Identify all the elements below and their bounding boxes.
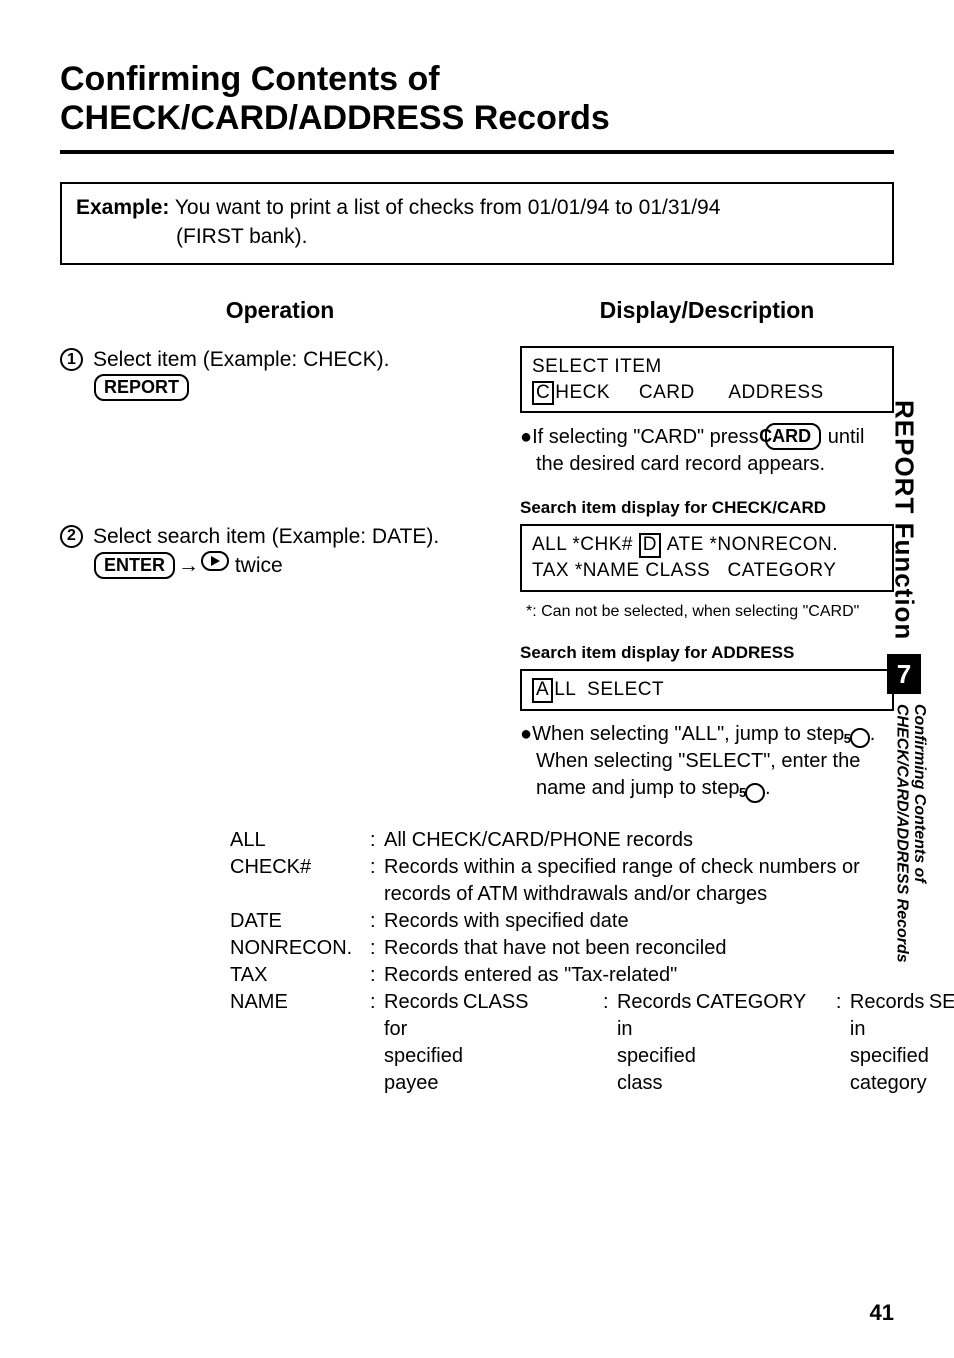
step-2: 2 Select search item (Example: DATE). EN… [60, 523, 500, 581]
example-box: Example: You want to print a list of che… [60, 182, 894, 265]
lcd2-line2: TAX *NAME CLASS CATEGORY [532, 558, 882, 584]
lcd2-l1b: ATE *NONRECON. [662, 534, 838, 555]
card-key: CARD [765, 423, 821, 450]
lcd-checkcard: ALL *CHK# D ATE *NONRECON. TAX *NAME CLA… [520, 524, 894, 592]
display-heading: Display/Description [520, 297, 894, 324]
lcd3-rest: LL SELECT [554, 679, 664, 700]
definitions-list: ALL:All CHECK/CARD/PHONE records CHECK#:… [230, 827, 894, 1151]
step-2-number: 2 [60, 525, 83, 548]
arrow-icon: → [176, 552, 201, 580]
def-colon: : [370, 962, 384, 989]
enter-key: ENTER [94, 552, 175, 579]
step-2-tail: twice [229, 554, 283, 577]
def-term: NONRECON. [230, 935, 370, 962]
subhead-address: Search item display for ADDRESS [520, 643, 894, 663]
footnote-card: *: Can not be selected, when selecting "… [520, 602, 894, 623]
def-row: CATEGORY:Records in specified category [696, 989, 929, 1151]
lcd1-line2-rest: HECK CARD ADDRESS [555, 382, 824, 403]
cursor-c: C [532, 381, 554, 406]
side-subtitle: Confirming Contents of CHECK/CARD/ADDRES… [893, 704, 928, 963]
page-title: Confirming Contents of CHECK/CARD/ADDRES… [60, 60, 894, 138]
right-cursor-key [201, 551, 229, 571]
report-key: REPORT [94, 374, 189, 401]
def-desc: Records for specified payee [384, 989, 463, 1151]
side-chapter-num: 7 [887, 654, 921, 694]
note-card-pre: If selecting "CARD" press [532, 426, 759, 448]
display-column: Display/Description SELECT ITEM CHECK CA… [520, 297, 894, 821]
def-desc: Records that have not been reconciled [384, 935, 894, 962]
def-row: DATE:Records with specified date [230, 908, 894, 935]
def-row: NONRECON.:Records that have not been rec… [230, 935, 894, 962]
subhead-checkcard: Search item display for CHECK/CARD [520, 498, 894, 518]
operation-column: Operation 1 Select item (Example: CHECK)… [60, 297, 500, 821]
side-section: REPORT Function [886, 400, 921, 640]
def-colon: : [603, 989, 617, 1151]
def-row: TAX:Records entered as "Tax-related" [230, 962, 894, 989]
example-text-1: You want to print a list of checks from … [175, 196, 721, 219]
note2-p1: When selecting "ALL", jump to step [532, 723, 850, 745]
def-desc: Records in specified category [850, 989, 929, 1151]
def-colon: : [370, 935, 384, 962]
def-colon: : [370, 827, 384, 854]
def-row: CHECK#:Records within a specified range … [230, 854, 894, 908]
note2-p3: . [765, 777, 771, 799]
def-term: CHECK# [230, 854, 370, 908]
cursor-d: D [639, 533, 661, 558]
def-term: SELECT [929, 989, 954, 1151]
def-desc: Records with specified date [384, 908, 894, 935]
cursor-a: A [532, 678, 553, 703]
def-row: CLASS:Records in specified class [463, 989, 696, 1151]
title-line-2: CHECK/CARD/ADDRESS Records [60, 99, 610, 137]
note-all-select: ●When selecting "ALL", jump to step 5. W… [520, 721, 894, 804]
def-term: CATEGORY [696, 989, 836, 1151]
bullet-icon: ● [520, 426, 532, 448]
def-row: SELECT:Can be searched by entering a des… [929, 989, 954, 1151]
step-ref-5a: 5 [850, 728, 870, 748]
bullet-icon: ● [520, 723, 532, 745]
def-term: CLASS [463, 989, 603, 1151]
step-ref-5b: 5 [745, 783, 765, 803]
title-rule [60, 150, 894, 154]
step-2-text: Select search item (Example: DATE). [93, 525, 439, 548]
step-1-text: Select item (Example: CHECK). [93, 348, 389, 371]
lcd-address: ALL SELECT [520, 669, 894, 711]
step-1: 1 Select item (Example: CHECK). REPORT [60, 346, 500, 403]
def-colon: : [370, 989, 384, 1151]
title-line-1: Confirming Contents of [60, 60, 440, 98]
manual-page: Confirming Contents of CHECK/CARD/ADDRES… [0, 0, 954, 1358]
def-colon: : [836, 989, 850, 1151]
example-label: Example: [76, 196, 169, 219]
side-sub2: CHECK/CARD/ADDRESS Records [893, 704, 910, 963]
example-text-2: (FIRST bank). [76, 223, 878, 251]
two-column-region: Operation 1 Select item (Example: CHECK)… [60, 297, 894, 821]
lcd1-line2: CHECK CARD ADDRESS [532, 380, 882, 406]
lcd3-line1: ALL SELECT [532, 677, 882, 703]
side-tab: REPORT Function 7 Confirming Contents of… [884, 400, 924, 971]
side-sub1: Confirming Contents of [911, 704, 928, 883]
lcd2-l1a: ALL *CHK# [532, 534, 639, 555]
step-1-number: 1 [60, 348, 83, 371]
def-term: NAME [230, 989, 370, 1151]
def-row: ALL:All CHECK/CARD/PHONE records [230, 827, 894, 854]
lcd1-line1: SELECT ITEM [532, 354, 882, 380]
def-desc: All CHECK/CARD/PHONE records [384, 827, 894, 854]
def-row: NAME:Records for specified payee CLASS:R… [230, 989, 894, 1151]
note-card: ●If selecting "CARD" press CARD until th… [520, 423, 894, 478]
def-colon: : [370, 854, 384, 908]
def-desc: Records entered as "Tax-related" [384, 962, 894, 989]
def-desc: Records in specified class [617, 989, 696, 1151]
def-desc: Records within a specified range of chec… [384, 854, 894, 908]
def-term: TAX [230, 962, 370, 989]
page-number: 41 [870, 1298, 894, 1328]
def-colon: : [370, 908, 384, 935]
def-term: ALL [230, 827, 370, 854]
def-term: DATE [230, 908, 370, 935]
lcd-select-item: SELECT ITEM CHECK CARD ADDRESS [520, 346, 894, 414]
lcd2-line1: ALL *CHK# D ATE *NONRECON. [532, 532, 882, 558]
operation-heading: Operation [60, 297, 500, 324]
